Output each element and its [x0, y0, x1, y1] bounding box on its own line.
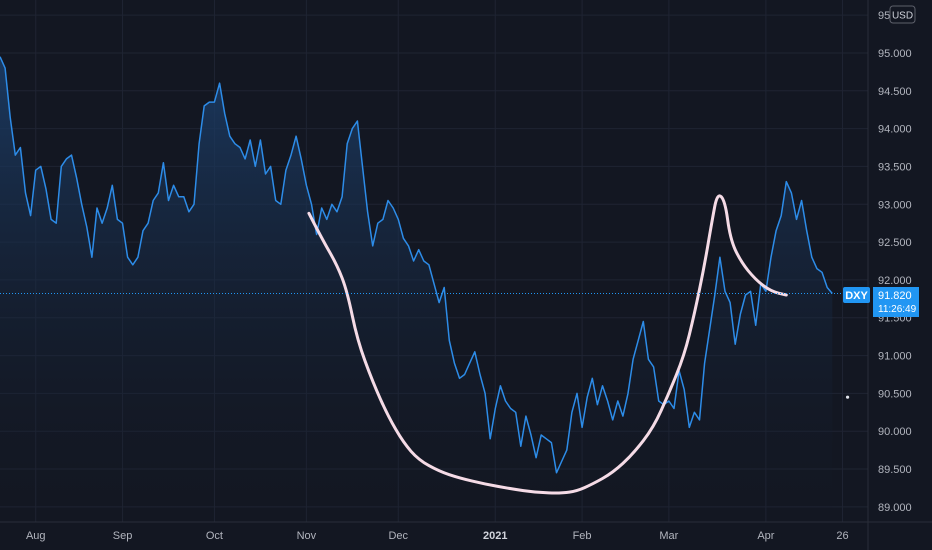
- y-tick-label: 91.000: [878, 351, 912, 363]
- y-tick-label: 94.000: [878, 124, 912, 136]
- y-tick-label: 89.000: [878, 502, 912, 514]
- y-tick-label: 92.500: [878, 237, 912, 249]
- x-tick-label: Nov: [297, 530, 317, 542]
- symbol-badge[interactable]: DXY: [843, 287, 870, 303]
- x-tick-label: Oct: [206, 530, 223, 542]
- y-tick-label: 92.000: [878, 275, 912, 287]
- price-axis[interactable]: 95.50095.00094.50094.00093.50093.00092.5…: [867, 0, 912, 550]
- y-tick-label: 93.000: [878, 199, 912, 211]
- x-tick-label: Sep: [113, 530, 133, 542]
- y-tick-label: 90.000: [878, 426, 912, 438]
- y-tick-label: 95.000: [878, 48, 912, 60]
- x-tick-label: Dec: [388, 530, 408, 542]
- cup-drawing-annotation[interactable]: [307, 194, 788, 495]
- series-line: [0, 56, 833, 474]
- x-tick-label: Apr: [757, 530, 774, 542]
- countdown-label: 11:26:49: [878, 304, 917, 315]
- price-label: 91.820: [878, 290, 912, 302]
- y-tick-label: 89.500: [878, 464, 912, 476]
- x-tick-label: Aug: [26, 530, 46, 542]
- currency-badge[interactable]: USD: [889, 5, 916, 24]
- x-tick-label: Feb: [573, 530, 592, 542]
- price-badge[interactable]: 91.820 11:26:49: [873, 287, 919, 317]
- y-tick-label: 94.500: [878, 86, 912, 98]
- y-tick-label: 93.500: [878, 161, 912, 173]
- series-area-fill: [0, 56, 833, 522]
- time-axis[interactable]: Aug Sep Oct Nov Dec 2021 Feb Mar Apr 26: [0, 521, 932, 542]
- x-tick-label: Mar: [659, 530, 678, 542]
- symbol-label: DXY: [845, 290, 868, 302]
- y-tick-label: 90.500: [878, 388, 912, 400]
- marker-dot: [845, 395, 850, 399]
- currency-label: USD: [892, 11, 913, 22]
- x-tick-label: 26: [836, 530, 848, 542]
- x-tick-label: 2021: [483, 530, 507, 542]
